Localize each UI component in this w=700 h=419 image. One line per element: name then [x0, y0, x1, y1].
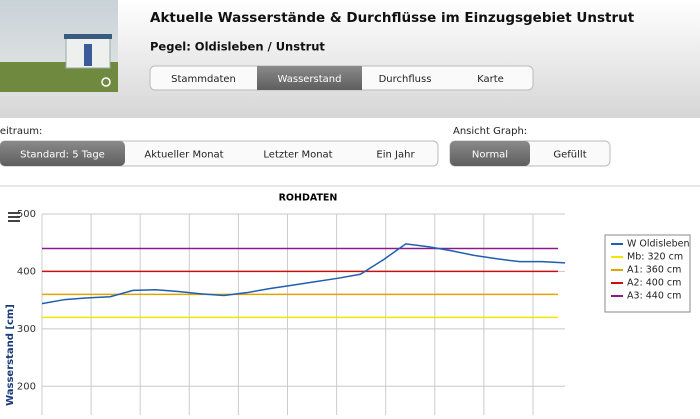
button[interactable]: Ein Jahr — [376, 150, 415, 161]
button[interactable]: Durchfluss — [379, 74, 432, 85]
button-active — [257, 66, 362, 90]
chart-title: ROHDATEN — [279, 193, 338, 204]
legend-box — [604, 234, 691, 313]
button[interactable]: Standard: 5 Tage — [20, 150, 105, 161]
button-active — [0, 141, 125, 166]
y-tick-label: 300 — [17, 324, 36, 335]
y-tick-label: 200 — [17, 381, 36, 392]
data-line — [41, 243, 566, 305]
menu-icon[interactable] — [8, 212, 20, 222]
period-label: Zeitraum: — [0, 126, 42, 137]
button[interactable]: Aktueller Monat — [144, 150, 223, 161]
legend-label: W Oldisleben — [627, 239, 690, 250]
legend-label: A3: 440 cm — [627, 291, 681, 302]
subtitle: Pegel: Oldisleben / Unstrut — [150, 40, 325, 54]
view-label: Ansicht Graph: — [453, 126, 527, 137]
button[interactable]: Wasserstand — [277, 74, 341, 85]
y-tick-label: 400 — [17, 266, 36, 277]
button[interactable]: Karte — [477, 74, 504, 85]
legend-label: A2: 400 cm — [627, 278, 681, 289]
button[interactable]: Gefüllt — [553, 150, 586, 161]
thumbnail — [0, 0, 118, 92]
button[interactable]: Stammdaten — [171, 74, 236, 85]
button[interactable]: Normal — [472, 150, 508, 161]
legend-label: A1: 360 cm — [627, 265, 681, 276]
legend-label: Mb: 320 cm — [627, 252, 683, 263]
button-active — [450, 141, 530, 166]
button[interactable]: Letzter Monat — [263, 150, 332, 161]
page-title: Aktuelle Wasserstände & Durchflüsse im E… — [150, 10, 635, 26]
y-tick-label: 500 — [17, 209, 36, 220]
y-axis-label: Wasserstand [cm] — [5, 304, 16, 406]
